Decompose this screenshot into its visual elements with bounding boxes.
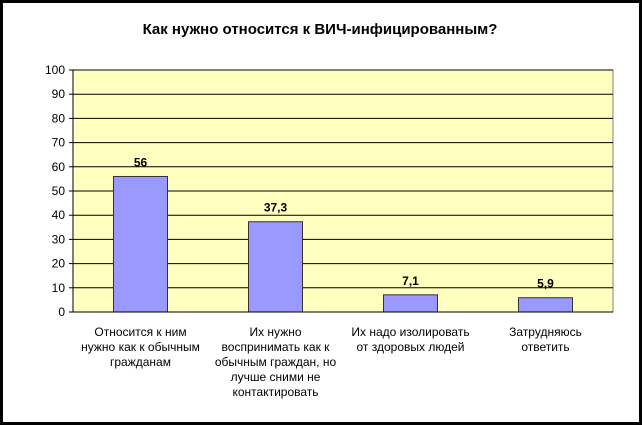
x-tick-label: Их нужно воспринимать как к обычным гражда… [215,325,337,399]
bar [113,175,168,313]
x-tick-label: Затрудняюсь ответить [509,325,582,354]
x-tick-label: Относится к ним нужно как к обычным гражда… [81,325,200,369]
value-label: 56 [134,155,148,169]
y-tick-label: 20 [52,257,66,271]
value-label: 5,9 [537,277,554,291]
value-label: 37,3 [264,201,288,215]
y-tick-label: 90 [52,87,66,101]
y-tick-label: 40 [52,208,66,222]
y-tick-label: 100 [45,63,65,77]
chart-title: Как нужно относится к ВИЧ-инфицированным… [143,21,498,38]
value-label: 7,1 [402,274,419,288]
y-tick-label: 80 [52,111,66,125]
y-tick-label: 60 [52,160,66,174]
bar [248,221,303,313]
y-tick-label: 0 [58,305,65,319]
y-tick-label: 30 [52,232,66,246]
bar [383,294,438,313]
y-tick-label: 50 [52,184,66,198]
y-tick-label: 10 [52,281,66,295]
bar [518,297,573,313]
y-tick-label: 70 [52,136,66,150]
x-tick-label: Их надо изолировать от здоровых людей [351,325,469,354]
